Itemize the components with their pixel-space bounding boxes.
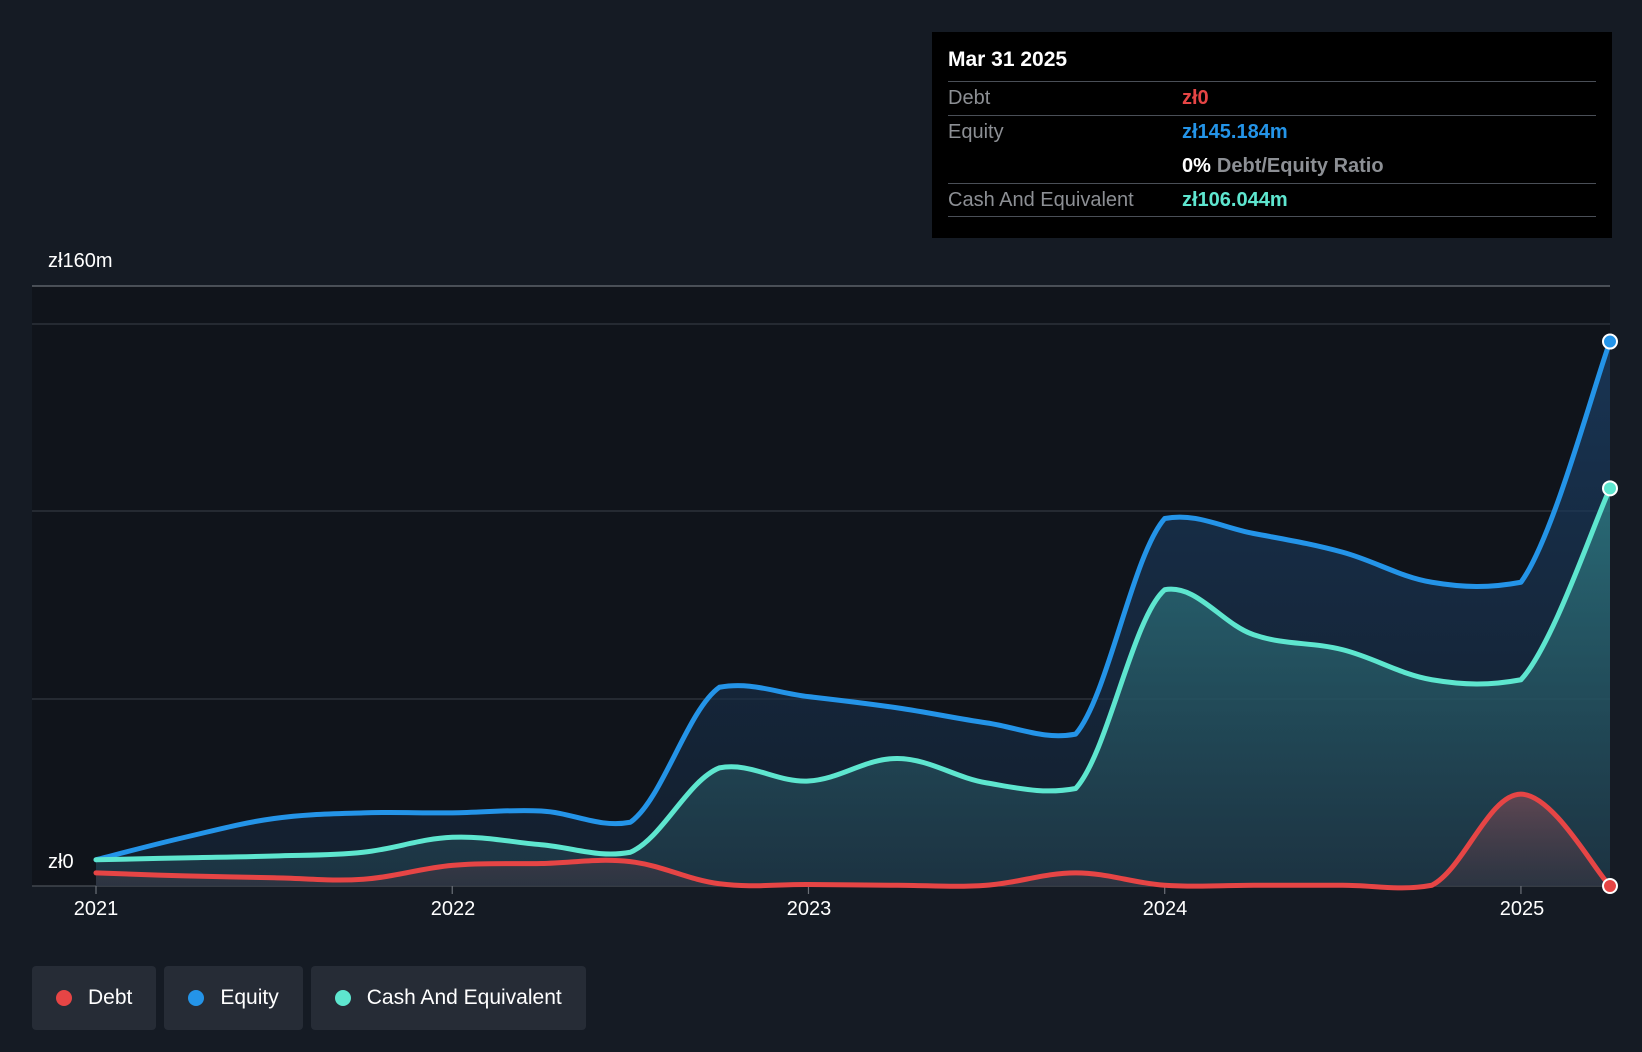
tooltip-equity-value: zł145.184m: [1182, 121, 1288, 143]
legend-label-equity: Equity: [220, 986, 279, 1009]
equity-dot-icon: [188, 990, 205, 1006]
tooltip-ratio-label: Debt/Equity Ratio: [1216, 154, 1384, 177]
cash-area: [96, 488, 1610, 886]
tooltip-equity-row: Equity zł145.184m: [948, 115, 1596, 149]
legend-label-cash: Cash And Equivalent: [366, 986, 562, 1009]
x-tick-label: 2024: [1142, 898, 1188, 920]
tooltip-ratio-value: 0%: [1182, 154, 1211, 177]
legend-label-debt: Debt: [88, 986, 133, 1009]
cash-line: [93, 485, 1613, 863]
debt-line: [93, 791, 1613, 891]
tooltip-debt-row: Debt zł0: [948, 81, 1596, 115]
cash-dot-icon: [334, 990, 351, 1006]
tooltip-ratio-row: 0% Debt/Equity Ratio: [948, 149, 1596, 183]
cash-end-marker: [1602, 480, 1618, 497]
x-tick-label: 2025: [1499, 898, 1545, 920]
tooltip-equity-label: Equity: [948, 121, 1004, 143]
tooltip-debt-label: Debt: [948, 87, 991, 109]
tooltip-cash-row: Cash And Equivalent zł106.044m: [948, 183, 1596, 217]
chart-legend: Debt Equity Cash And Equivalent: [32, 966, 586, 1030]
tooltip-date: Mar 31 2025: [948, 48, 1068, 71]
series-lines: [93, 339, 1613, 891]
tooltip-cash-label: Cash And Equivalent: [948, 188, 1134, 211]
x-tick-label: 2021: [73, 898, 119, 920]
debt-end-marker: [1602, 878, 1618, 894]
y-axis-bottom-label: zł0: [48, 851, 74, 873]
end-markers: [1602, 333, 1618, 894]
y-axis-top-label: zł160m: [48, 250, 113, 272]
legend-item-equity[interactable]: Equity: [164, 966, 303, 1030]
equity-line: [93, 339, 1613, 863]
debt-dot-icon: [56, 990, 72, 1006]
equity-end-marker: [1602, 333, 1618, 350]
tooltip-debt-value: zł0: [1182, 87, 1209, 109]
legend-item-cash[interactable]: Cash And Equivalent: [310, 966, 586, 1030]
x-tick-label: 2023: [786, 898, 832, 920]
legend-item-debt[interactable]: Debt: [32, 966, 157, 1030]
data-tooltip: Mar 31 2025 Debt zł0 Equity zł145.184m 0…: [932, 32, 1612, 238]
tooltip-cash-value: zł106.044m: [1182, 188, 1288, 211]
x-tick-label: 2022: [430, 898, 476, 920]
